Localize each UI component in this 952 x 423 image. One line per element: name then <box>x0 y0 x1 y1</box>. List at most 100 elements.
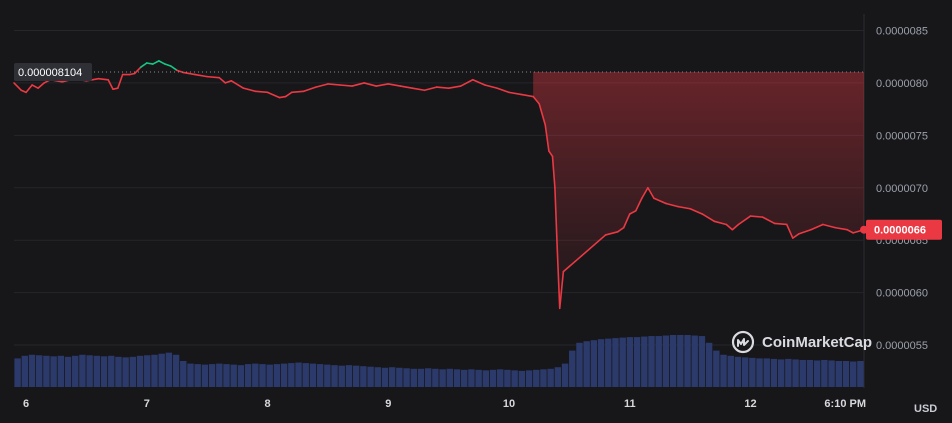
volume-bar <box>244 364 252 387</box>
price-segment <box>791 233 800 239</box>
volume-bar <box>302 363 309 387</box>
price-segment <box>351 82 365 87</box>
volume-bar <box>194 364 201 387</box>
watermark: CoinMarketCap <box>731 330 872 354</box>
price-segment <box>538 103 547 126</box>
volume-bar <box>360 366 367 387</box>
volume-bar <box>432 368 439 387</box>
price-segment <box>798 228 812 235</box>
volume-bar <box>648 336 655 387</box>
volume-bar <box>57 355 65 387</box>
volume-bar <box>115 356 122 387</box>
volume-bar <box>626 337 634 387</box>
volume-bar <box>100 356 108 387</box>
price-segment <box>773 222 788 226</box>
volume-bar <box>136 355 144 387</box>
price-segment <box>242 87 257 93</box>
volume-bar <box>849 361 857 387</box>
price-segment <box>810 223 824 231</box>
volume-bar <box>698 336 706 387</box>
volume-bar <box>165 352 173 387</box>
price-segment <box>761 216 776 225</box>
volume-bar <box>172 354 180 387</box>
price-segment <box>133 66 142 75</box>
volume-bar <box>662 335 670 387</box>
price-segment <box>97 77 109 81</box>
volume-bar <box>273 364 281 387</box>
volume-bar <box>367 366 374 387</box>
price-segment <box>558 270 565 310</box>
volume-bar <box>108 355 115 387</box>
reference-label-text: 0.000008104 <box>18 67 82 79</box>
volume-bar <box>208 364 216 387</box>
volume-bar <box>417 368 425 387</box>
volume-bar <box>763 358 770 387</box>
current-price-box <box>866 219 942 240</box>
price-segment <box>13 82 23 92</box>
volume-bar <box>50 356 57 387</box>
price-segment <box>164 63 172 67</box>
price-segment <box>278 95 287 99</box>
price-line <box>13 60 865 310</box>
volume-bar <box>331 365 338 387</box>
volume-bar <box>151 354 158 387</box>
price-segment <box>224 80 233 84</box>
volume-bar <box>669 335 677 387</box>
price-segment <box>628 210 637 215</box>
volume-bar <box>216 363 223 387</box>
volume-bar <box>756 358 763 387</box>
volume-bar <box>374 367 381 387</box>
price-segment <box>284 91 293 98</box>
price-segment <box>604 231 619 236</box>
price-segment <box>822 223 836 229</box>
volume-bar <box>533 369 540 387</box>
price-segment <box>459 78 474 87</box>
price-segment <box>139 62 148 68</box>
volume-bar <box>511 370 518 387</box>
volume-bar <box>612 338 619 387</box>
price-segment <box>206 75 221 79</box>
volume-bar <box>266 364 273 387</box>
volume-bar <box>468 369 475 387</box>
coinmarketcap-logo-icon <box>731 330 755 354</box>
volume-bar <box>352 365 360 387</box>
price-segment <box>254 90 269 94</box>
price-segment <box>562 265 571 273</box>
price-segment <box>580 244 595 257</box>
price-segment <box>725 223 734 231</box>
price-segment <box>37 82 45 89</box>
volume-bar <box>237 365 245 387</box>
volume-bar <box>93 355 101 387</box>
volume-bar <box>569 350 576 387</box>
watermark-text: CoinMarketCap <box>762 334 872 351</box>
price-segment <box>665 202 679 208</box>
volume-bar <box>439 369 446 387</box>
volume-bar <box>540 369 547 387</box>
volume-bar <box>813 360 821 387</box>
price-segment <box>375 83 390 87</box>
volume-bar <box>525 370 533 387</box>
price-segment <box>399 85 414 89</box>
volume-bar <box>180 361 187 387</box>
price-segment <box>616 226 625 233</box>
price-segment <box>266 91 281 99</box>
volume-bar <box>424 368 432 387</box>
price-segment <box>339 84 353 87</box>
y-tick-label: 0.0000060 <box>876 288 928 300</box>
price-segment <box>622 213 631 229</box>
price-segment <box>25 84 33 94</box>
price-segment <box>749 215 764 218</box>
volume-bar <box>201 364 209 387</box>
volume-bar <box>14 358 21 387</box>
price-segment <box>31 84 39 89</box>
price-segment <box>182 71 196 76</box>
volume-bar <box>230 364 237 387</box>
volume-bar <box>252 363 259 387</box>
price-segment <box>158 60 166 65</box>
volume-bar <box>655 336 662 387</box>
price-segment <box>532 95 541 105</box>
volume-bar <box>122 357 129 387</box>
price-segment <box>484 84 498 89</box>
volume-bar <box>705 342 713 387</box>
